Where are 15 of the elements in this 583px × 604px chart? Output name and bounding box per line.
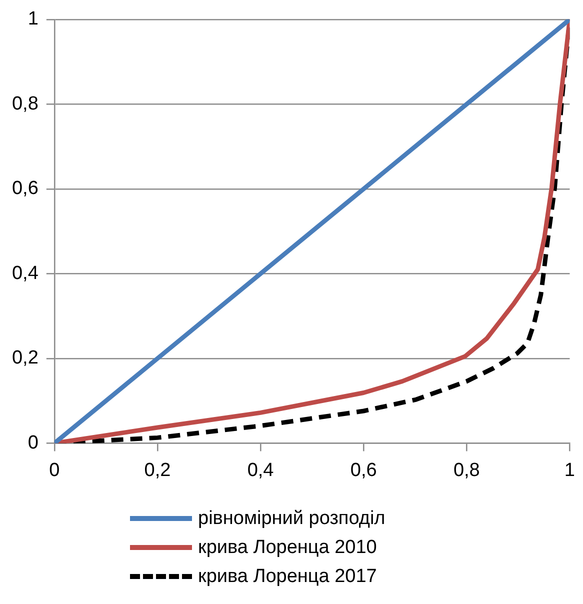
legend-label: рівномірний розподіл [198,508,386,530]
y-tick-label: 0,8 [12,93,38,114]
y-tick-label: 1 [28,8,38,30]
legend-label: крива Лоренца 2017 [198,566,377,588]
y-tick-label: 0,4 [12,262,39,284]
y-tick-label: 0,6 [12,178,38,200]
legend-label: крива Лоренца 2010 [198,536,377,558]
y-tick-label: 0,2 [12,348,38,369]
y-tick-label: 0 [28,432,38,454]
x-tick-label: 0,8 [453,460,480,481]
x-tick-label: 0,6 [350,460,377,481]
x-tick-label: 0 [49,460,60,481]
x-tick-label: 0,2 [144,460,171,481]
x-tick-label: 1 [564,460,576,481]
x-tick-label: 0,4 [247,460,274,481]
